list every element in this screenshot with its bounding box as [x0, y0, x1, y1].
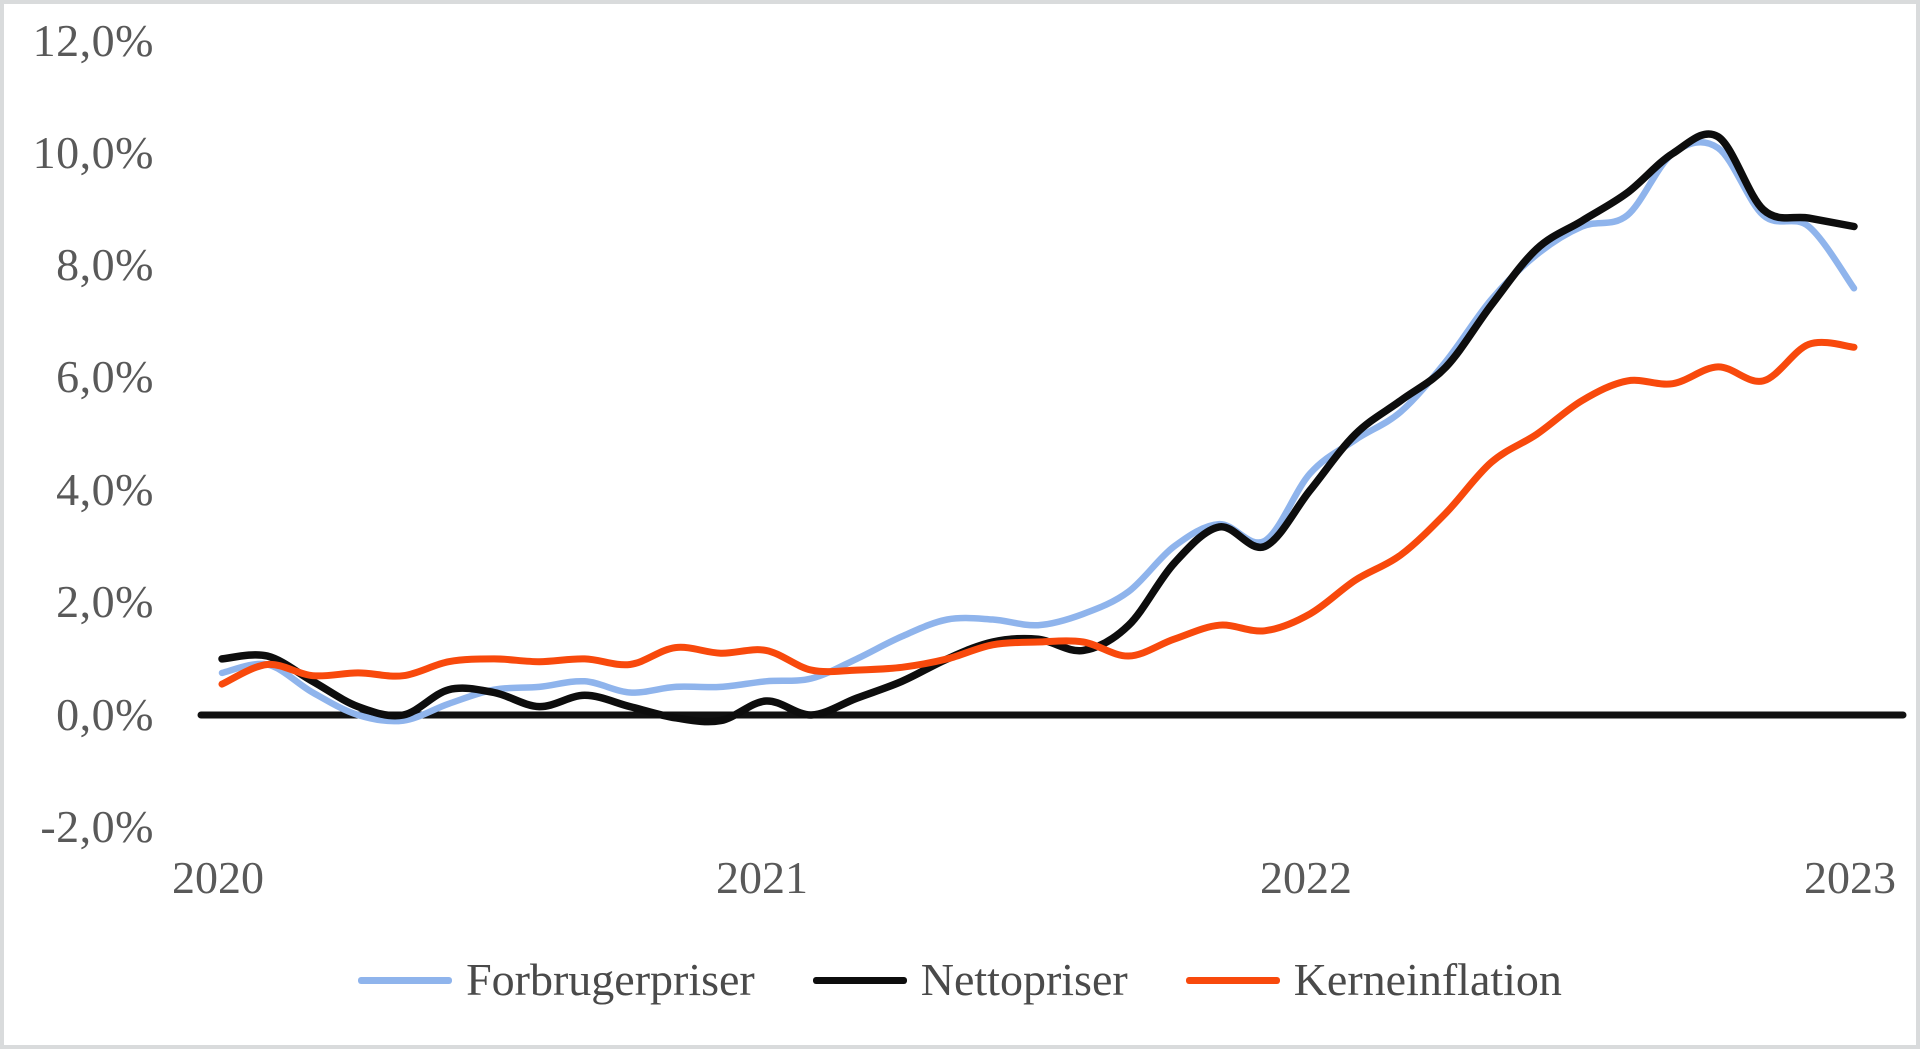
line-chart — [197, 130, 1907, 726]
kerneinflation-line — [218, 338, 1858, 688]
kerneinflation-swatch-icon — [1185, 976, 1280, 984]
chart-legend: Forbrugerpriser Nettopriser Kerneinflati… — [4, 948, 1916, 1012]
legend-item-kerneinflation: Kerneinflation — [1185, 948, 1562, 1012]
legend-item-nettopriser: Nettopriser — [812, 948, 1128, 1012]
x-tick-2020: 2020 — [172, 852, 264, 903]
x-tick-2022: 2022 — [1260, 852, 1352, 903]
y-tick-8: 8,0% — [56, 239, 154, 290]
y-tick-12: 12,0% — [32, 15, 154, 66]
y-tick-4: 4,0% — [56, 464, 154, 515]
legend-item-forbrugerpriser: Forbrugerpriser — [358, 948, 755, 1012]
y-tick-0: 0,0% — [56, 689, 154, 740]
forbrugerpriser-line — [218, 138, 1858, 725]
y-tick-10: 10,0% — [32, 127, 154, 178]
x-tick-2023: 2023 — [1804, 852, 1896, 903]
legend-label-nettopriser: Nettopriser — [920, 954, 1128, 1005]
y-tick-6: 6,0% — [56, 351, 154, 402]
y-tick-neg2: -2,0% — [40, 801, 154, 852]
forbrugerpriser-swatch-icon — [358, 976, 453, 984]
y-tick-2: 2,0% — [56, 576, 154, 627]
nettopriser-swatch-icon — [812, 976, 907, 984]
x-tick-2021: 2021 — [716, 852, 808, 903]
legend-label-kerneinflation: Kerneinflation — [1293, 954, 1562, 1005]
legend-label-forbrugerpriser: Forbrugerpriser — [466, 954, 755, 1005]
